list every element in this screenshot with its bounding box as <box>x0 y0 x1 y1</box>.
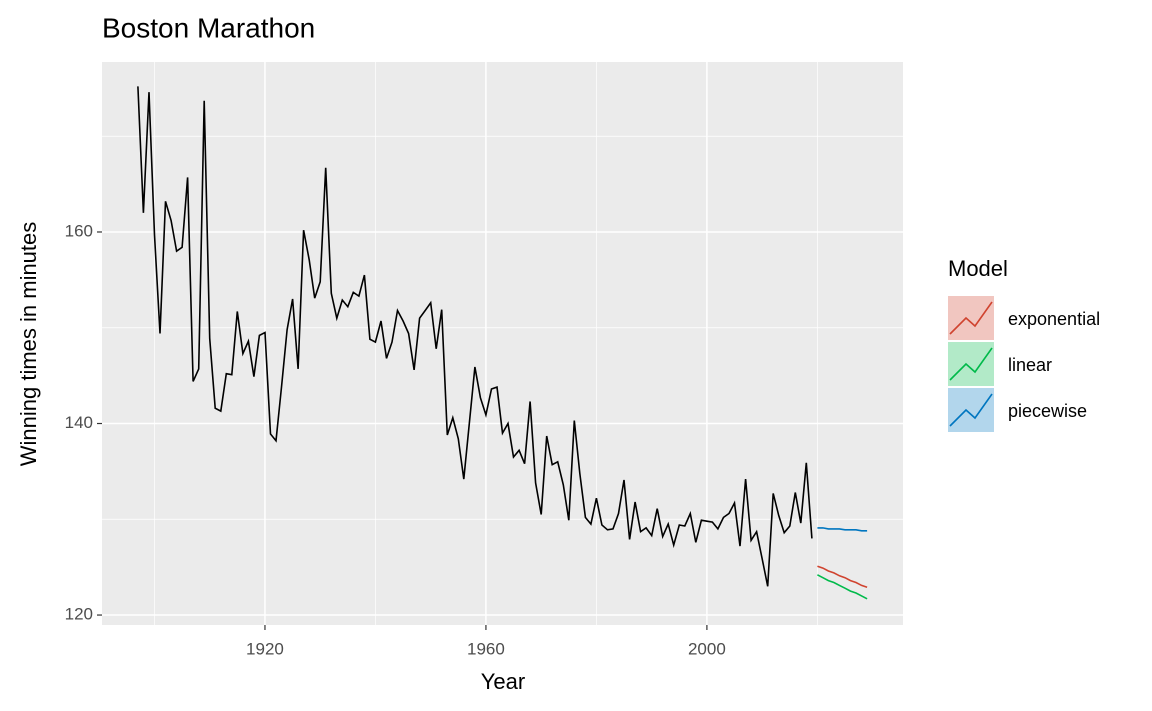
y-tick-label: 140 <box>65 413 93 432</box>
legend-key-line <box>949 301 993 335</box>
x-tick-label: 1920 <box>246 639 284 658</box>
y-tick-label: 160 <box>65 221 93 240</box>
legend-title: Model <box>948 256 1008 281</box>
forecast-line <box>817 574 868 600</box>
x-tick-label: 2000 <box>688 639 726 658</box>
x-axis-title: Year <box>481 669 525 694</box>
x-tick-label: 1960 <box>467 639 505 658</box>
legend-key-line <box>949 347 993 381</box>
data-line <box>137 86 813 587</box>
legend-label: exponential <box>1008 309 1100 329</box>
forecast-line <box>817 565 868 589</box>
legend-label: linear <box>1008 355 1052 375</box>
y-tick-label: 120 <box>65 605 93 624</box>
legend-key <box>948 342 994 386</box>
legend-label: piecewise <box>1008 401 1087 421</box>
legend-key <box>948 388 994 432</box>
chart-title: Boston Marathon <box>102 12 315 43</box>
legend-key <box>948 296 994 340</box>
panel <box>102 62 903 625</box>
forecast-line <box>817 527 868 532</box>
legend-key-line <box>949 393 993 427</box>
y-axis-title: Winning times in minutes <box>16 222 41 467</box>
